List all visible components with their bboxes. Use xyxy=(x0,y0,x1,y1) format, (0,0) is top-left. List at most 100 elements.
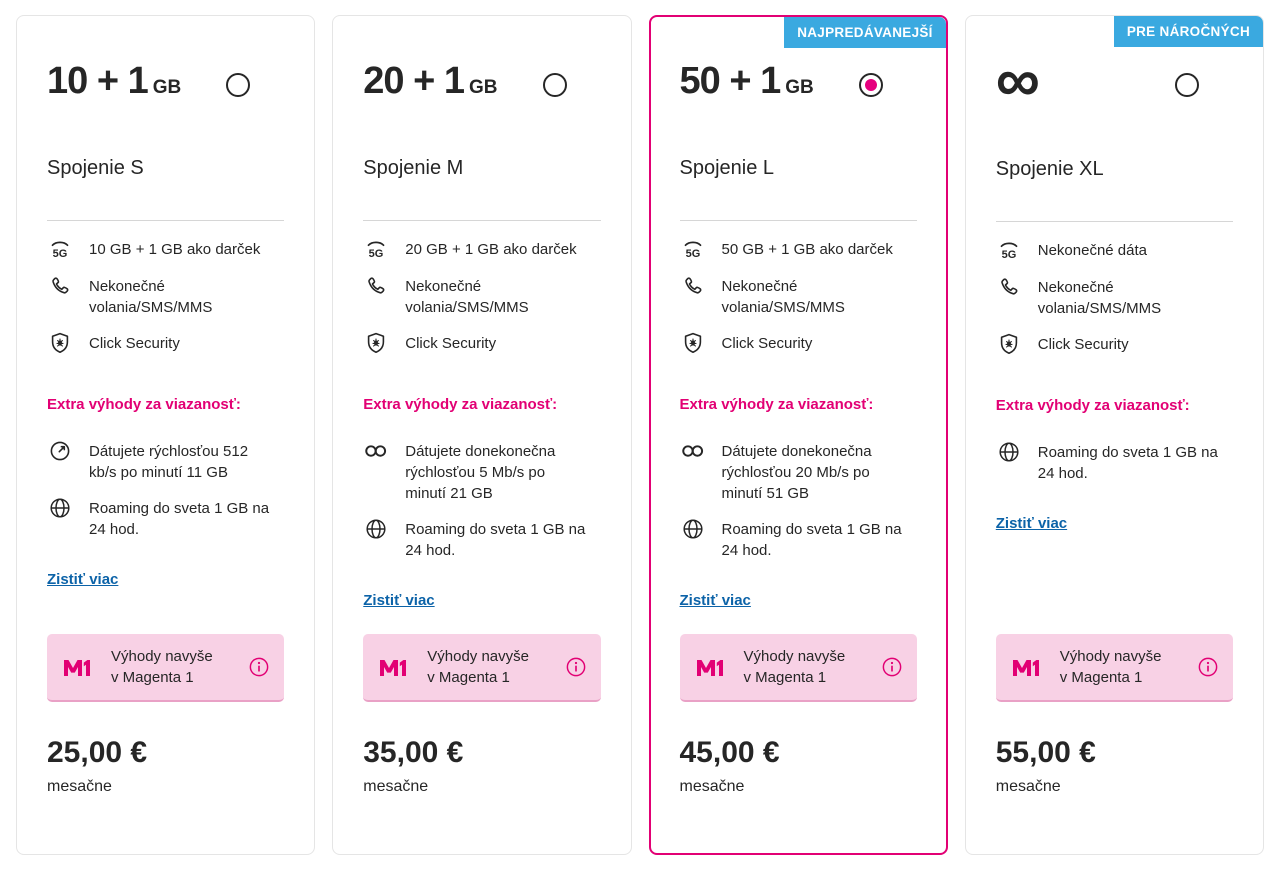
plan-name: Spojenie S xyxy=(47,157,144,179)
promo-badge: NAJPREDÁVANEJŠÍ xyxy=(784,17,946,48)
feature-text: Nekonečné volania/SMS/MMS xyxy=(89,278,213,316)
globe-icon xyxy=(47,496,73,520)
phone-icon xyxy=(680,274,706,298)
feature-list: Nekonečné dáta Nekonečné volania/SMS/MMS… xyxy=(996,238,1233,369)
feature-item: Nekonečné volania/SMS/MMS xyxy=(996,275,1233,319)
magenta1-banner[interactable]: Výhody navyše v Magenta 1 xyxy=(47,634,285,702)
feature-item: Dátujete donekonečna rýchlosťou 5 Mb/s p… xyxy=(363,439,600,504)
plan-data-amount: 10 + 1 GB xyxy=(47,60,182,102)
price: 55,00 € xyxy=(995,736,1096,769)
magenta1-logo-icon xyxy=(61,654,97,680)
plan-card-spojenie-xl[interactable]: PRE NÁROČNÝCH ∞ Spojenie XL Nekonečné dá… xyxy=(964,15,1264,855)
feature-item: Nekonečné volania/SMS/MMS xyxy=(363,274,600,318)
feature-item: Click Security xyxy=(363,331,600,355)
plan-data-amount: ∞ xyxy=(996,50,1040,112)
data-unit-label: GB xyxy=(152,77,182,98)
extra-benefits-heading: Extra výhody za viazanosť: xyxy=(47,396,241,413)
shield-bug-icon xyxy=(996,332,1022,356)
plan-title-row: ∞ xyxy=(996,50,1233,112)
magenta1-banner[interactable]: Výhody navyše v Magenta 1 xyxy=(995,634,1233,702)
feature-item: Click Security xyxy=(680,331,917,355)
infinity-title: ∞ xyxy=(995,46,1040,115)
price: 35,00 € xyxy=(363,736,464,769)
shield-bug-icon xyxy=(363,331,389,355)
plan-card-spojenie-m[interactable]: 20 + 1 GB Spojenie M 20 GB + 1 GB ako dar… xyxy=(332,15,632,855)
zistit-viac-link[interactable]: Zistiť viac xyxy=(47,571,119,588)
feature-text: 10 GB + 1 GB ako darček xyxy=(89,241,261,258)
feature-item: Roaming do sveta 1 GB na 24 hod. xyxy=(680,517,917,561)
magenta1-logo-icon xyxy=(1010,654,1046,680)
plan-radio-spojenie-xl[interactable] xyxy=(1175,73,1199,97)
magenta1-banner[interactable]: Výhody navyše v Magenta 1 xyxy=(363,634,601,702)
feature-item: Dátujete rýchlosťou 512 kb/s po minutí 1… xyxy=(47,439,284,483)
feature-item: 20 GB + 1 GB ako darček xyxy=(363,237,600,261)
plan-card-spojenie-s[interactable]: 10 + 1 GB Spojenie S 10 GB + 1 GB ako dar… xyxy=(16,15,316,855)
plan-title-row: 20 + 1 GB xyxy=(363,58,600,111)
info-icon[interactable] xyxy=(248,656,270,678)
phone-icon xyxy=(996,275,1022,299)
data-unit-label: GB xyxy=(785,77,814,98)
feature-item: Dátujete donekonečna rýchlosťou 20 Mb/s … xyxy=(680,439,917,504)
zistit-viac-link[interactable]: Zistiť viac xyxy=(995,515,1068,532)
feature-text: Click Security xyxy=(1037,336,1129,353)
extra-feature-list: Roaming do sveta 1 GB na 24 hod. xyxy=(996,440,1233,497)
feature-text: Click Security xyxy=(405,335,497,352)
banner-text: Výhody navyše v Magenta 1 xyxy=(427,648,529,686)
divider xyxy=(47,220,285,221)
plan-radio-spojenie-l[interactable] xyxy=(858,72,883,97)
globe-icon xyxy=(996,440,1022,464)
plan-data-amount: 50 + 1 GB xyxy=(679,60,814,102)
extra-feature-list: Dátujete donekonečna rýchlosťou 5 Mb/s p… xyxy=(363,439,600,574)
extra-feature-list: Dátujete donekonečna rýchlosťou 20 Mb/s … xyxy=(680,439,917,574)
feature-item: 10 GB + 1 GB ako darček xyxy=(47,237,284,261)
feature-text: 20 GB + 1 GB ako darček xyxy=(405,241,577,258)
feature-text: Roaming do sveta 1 GB na 24 hod. xyxy=(405,521,586,559)
divider xyxy=(679,220,917,221)
info-icon[interactable] xyxy=(881,656,903,678)
infinity-icon xyxy=(680,439,706,460)
feature-text: Dátujete donekonečna rýchlosťou 20 Mb/s … xyxy=(721,443,872,502)
globe-icon xyxy=(680,517,706,541)
info-icon[interactable] xyxy=(1197,656,1219,678)
plan-title-row: 50 + 1 GB xyxy=(680,58,917,111)
5g-icon xyxy=(363,237,389,261)
price: 25,00 € xyxy=(47,736,148,769)
globe-icon xyxy=(363,517,389,541)
feature-item: Click Security xyxy=(47,331,284,355)
divider xyxy=(363,220,601,221)
feature-text: Click Security xyxy=(721,335,813,352)
feature-text: 50 GB + 1 GB ako darček xyxy=(721,241,893,258)
plan-radio-spojenie-m[interactable] xyxy=(542,72,567,97)
zistit-viac-link[interactable]: Zistiť viac xyxy=(363,592,435,609)
feature-text: Roaming do sveta 1 GB na 24 hod. xyxy=(721,521,902,559)
feature-text: Dátujete rýchlosťou 512 kb/s po minutí 1… xyxy=(89,443,249,481)
magenta1-logo-icon xyxy=(694,654,730,680)
data-unit-label: GB xyxy=(468,77,498,98)
promo-badge: PRE NÁROČNÝCH xyxy=(1113,16,1263,47)
feature-item: Nekonečné volania/SMS/MMS xyxy=(680,274,917,318)
feature-item: Roaming do sveta 1 GB na 24 hod. xyxy=(47,496,284,540)
plan-title-row: 10 + 1 GB xyxy=(47,58,284,111)
magenta1-banner[interactable]: Výhody navyše v Magenta 1 xyxy=(679,634,917,702)
zistit-viac-link[interactable]: Zistiť viac xyxy=(679,592,751,609)
feature-text: Dátujete donekonečna rýchlosťou 5 Mb/s p… xyxy=(405,443,556,502)
phone-icon xyxy=(363,274,389,298)
plan-card-spojenie-l[interactable]: NAJPREDÁVANEJŠÍ 50 + 1 GB Spojenie L 50 G… xyxy=(648,15,948,855)
feature-text: Nekonečné volania/SMS/MMS xyxy=(405,278,529,316)
plan-name: Spojenie XL xyxy=(995,158,1104,180)
price-period: mesačne xyxy=(679,778,745,795)
plan-name: Spojenie L xyxy=(679,157,775,179)
banner-text: Výhody navyše v Magenta 1 xyxy=(743,648,846,686)
extra-benefits-heading: Extra výhody za viazanosť: xyxy=(995,397,1190,414)
feature-text: Click Security xyxy=(89,335,180,352)
feature-text: Nekonečné volania/SMS/MMS xyxy=(1037,279,1162,317)
speedometer-icon xyxy=(47,439,73,463)
plan-radio-spojenie-s[interactable] xyxy=(226,72,251,97)
feature-item: Nekonečné dáta xyxy=(996,238,1233,262)
plan-data-amount: 20 + 1 GB xyxy=(363,60,498,102)
shield-bug-icon xyxy=(680,331,706,355)
extra-feature-list: Dátujete rýchlosťou 512 kb/s po minutí 1… xyxy=(47,439,284,553)
price-period: mesačne xyxy=(363,778,429,795)
info-icon[interactable] xyxy=(565,656,587,678)
